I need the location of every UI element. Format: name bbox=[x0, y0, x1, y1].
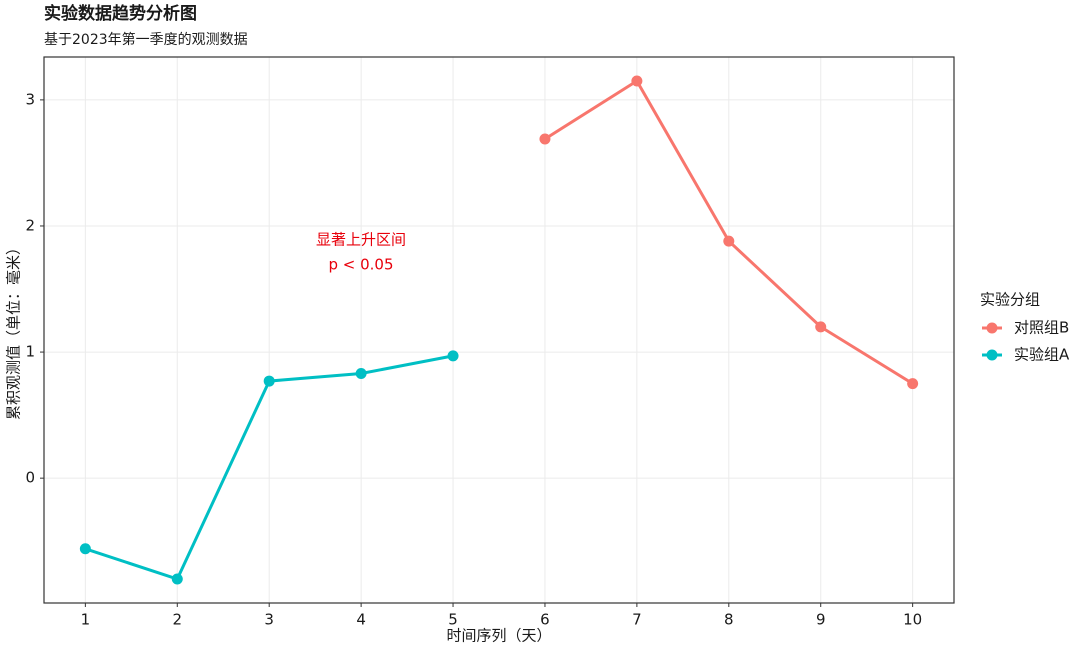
x-tick-label: 2 bbox=[173, 611, 183, 629]
legend-label: 实验组A bbox=[1014, 346, 1070, 364]
x-tick-label: 4 bbox=[356, 611, 366, 629]
x-tick-label: 5 bbox=[448, 611, 458, 629]
y-tick-label: 2 bbox=[25, 216, 35, 234]
legend-marker bbox=[986, 349, 998, 361]
chart-subtitle: 基于2023年第一季度的观测数据 bbox=[44, 31, 248, 48]
chart-title: 实验数据趋势分析图 bbox=[44, 3, 197, 24]
data-point bbox=[815, 321, 827, 333]
data-point bbox=[907, 378, 919, 390]
data-point bbox=[79, 543, 91, 555]
x-tick-label: 1 bbox=[81, 611, 91, 629]
annotation: p < 0.05 bbox=[328, 256, 393, 274]
data-point bbox=[539, 133, 551, 145]
y-axis-title: 累积观测值（单位：毫米） bbox=[5, 240, 23, 420]
data-point bbox=[171, 573, 183, 585]
data-point bbox=[723, 235, 735, 247]
y-tick-label: 1 bbox=[25, 343, 35, 361]
annotation: 显著上升区间 bbox=[316, 231, 406, 249]
legend-label: 对照组B bbox=[1014, 319, 1069, 337]
x-tick-label: 10 bbox=[903, 611, 922, 629]
plot-background bbox=[44, 57, 954, 603]
plot-border bbox=[43, 56, 955, 604]
y-tick-label: 0 bbox=[25, 469, 35, 487]
data-point bbox=[263, 375, 275, 387]
x-tick-label: 9 bbox=[816, 611, 826, 629]
x-axis-title: 时间序列（天） bbox=[446, 627, 551, 645]
legend-marker bbox=[986, 322, 998, 334]
data-point bbox=[355, 368, 367, 380]
legend-title: 实验分组 bbox=[980, 291, 1040, 309]
x-tick-label: 7 bbox=[632, 611, 642, 629]
x-tick-label: 3 bbox=[264, 611, 274, 629]
data-point bbox=[447, 350, 459, 362]
x-tick-label: 8 bbox=[724, 611, 734, 629]
y-tick-label: 3 bbox=[25, 90, 35, 108]
x-tick-label: 6 bbox=[540, 611, 550, 629]
data-point bbox=[631, 75, 643, 87]
